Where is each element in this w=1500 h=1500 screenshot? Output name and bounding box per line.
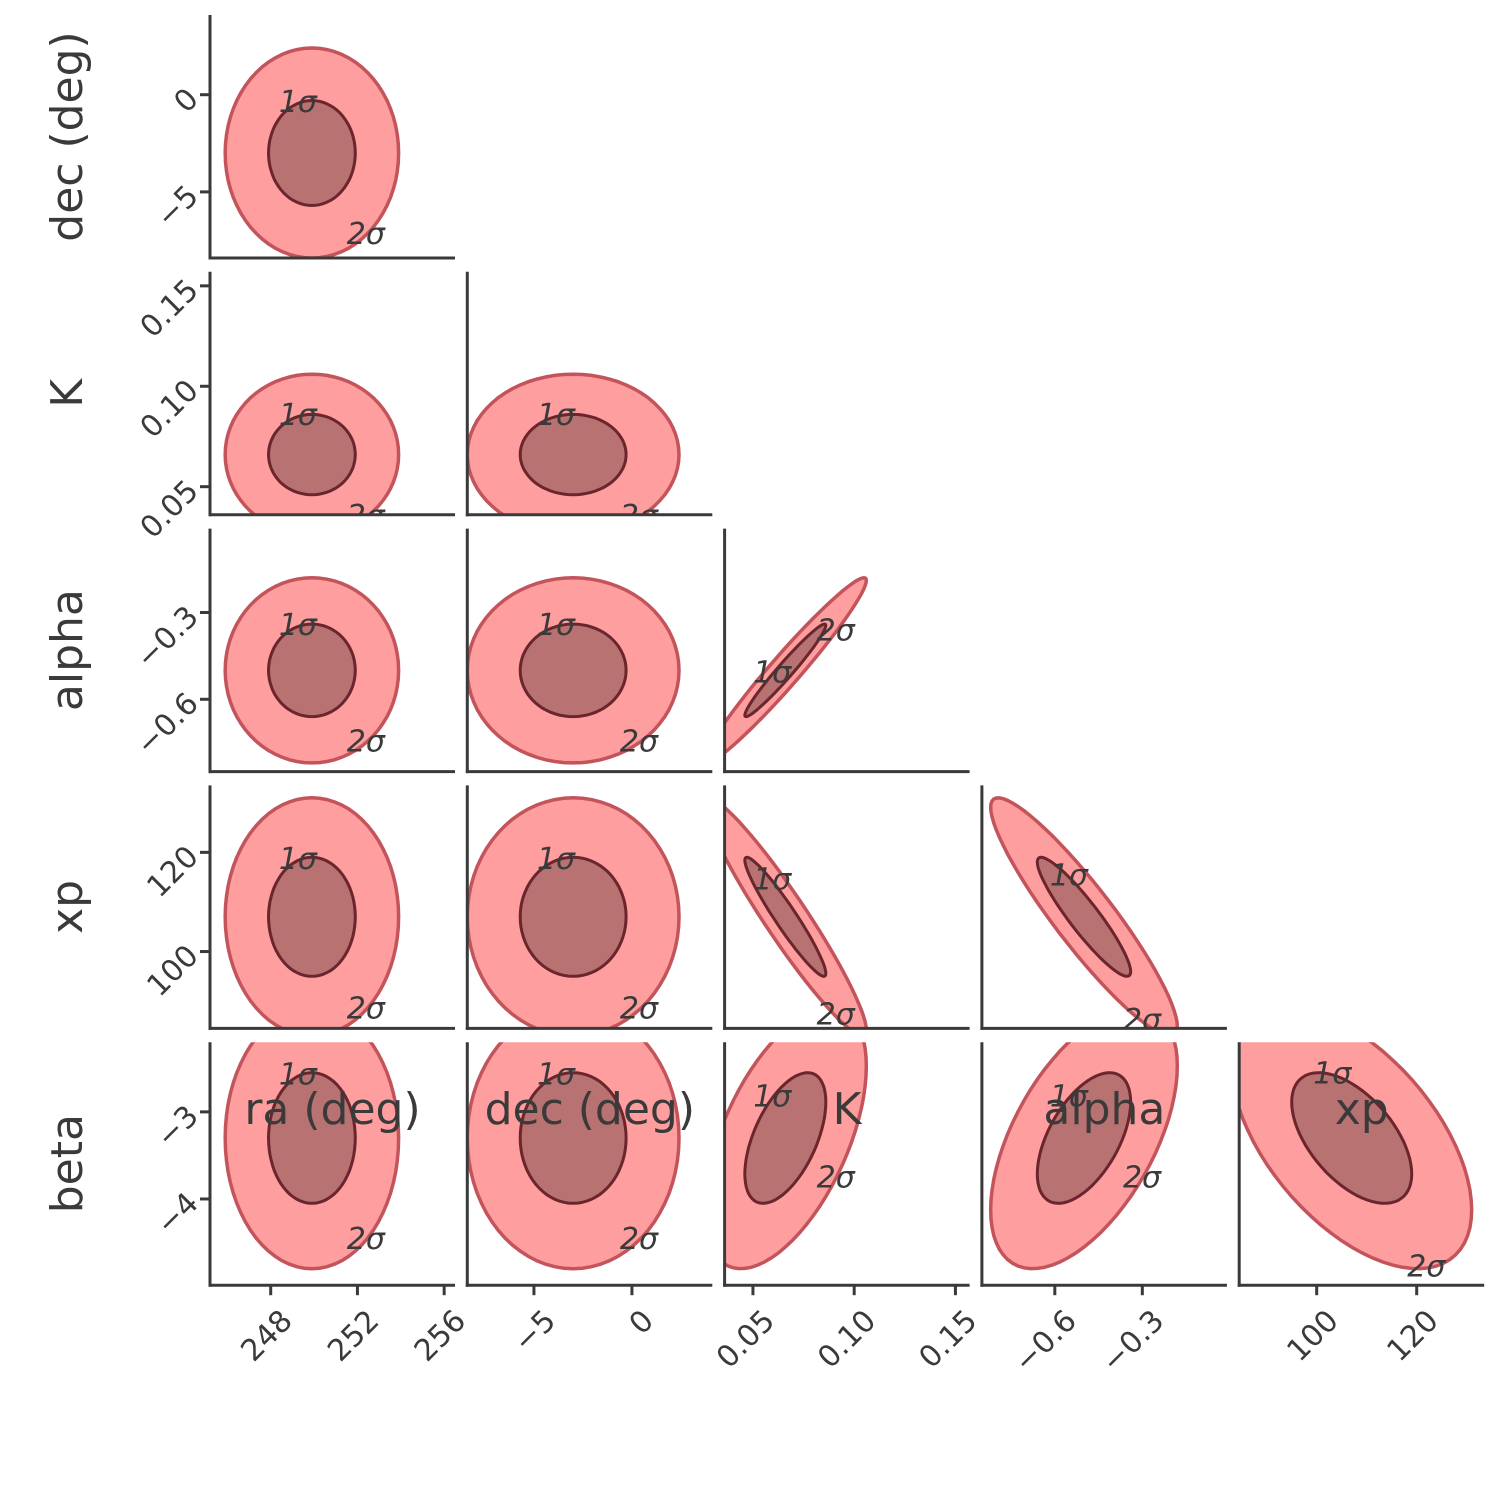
panel: 1σ 2σ — [724, 576, 869, 755]
y-tick-label: 0.10 — [134, 373, 206, 445]
y-axis-label: alpha — [42, 589, 93, 711]
contour-1sigma — [1290, 1071, 1414, 1205]
contour-1sigma — [266, 412, 357, 497]
x-tick-label: 256 — [408, 1303, 473, 1368]
y-tick-label: −0.6 — [129, 686, 205, 762]
level-label: 1σ — [537, 398, 576, 433]
panel: 1σ 2σ — [988, 1042, 1180, 1271]
panel: 1σ 2σ — [223, 372, 401, 534]
level-label: 2σ — [347, 724, 386, 759]
contour-1sigma — [743, 622, 828, 719]
y-tick-label: 0.15 — [134, 273, 206, 345]
level-label: 1σ — [537, 608, 576, 643]
y-tick-label: 0 — [167, 82, 205, 120]
x-axis-label: ra (deg) — [244, 1084, 420, 1135]
level-label: 2σ — [817, 998, 856, 1033]
level-label: 1σ — [1050, 1079, 1089, 1114]
contour-1sigma — [518, 855, 628, 978]
level-label: 2σ — [620, 1222, 659, 1257]
y-axis-label: dec (deg) — [42, 31, 93, 241]
contour-1sigma — [743, 1071, 828, 1205]
x-tick-label: 0 — [623, 1303, 661, 1341]
level-label: 2σ — [620, 724, 659, 759]
level-label: 1σ — [753, 862, 792, 897]
panel: 1σ 2σ — [223, 1042, 401, 1271]
level-label: 2σ — [1123, 1160, 1162, 1195]
panel: 1σ 2σ — [467, 576, 681, 765]
level-label: 2σ — [817, 1160, 856, 1195]
panel: 1σ 2σ — [467, 1042, 681, 1271]
panel: 1σ 2σ — [1239, 1042, 1474, 1285]
panel: 1σ 2σ — [223, 576, 401, 765]
y-axis-label: beta — [42, 1114, 93, 1213]
level-label: 2σ — [347, 1222, 386, 1257]
y-axis-label: K — [42, 378, 93, 408]
level-label: 2σ — [347, 217, 386, 252]
y-tick-label: −0.3 — [129, 599, 205, 675]
contour-1sigma — [266, 855, 357, 978]
panel: 1σ 2σ — [724, 805, 868, 1033]
x-tick-label: −5 — [507, 1303, 563, 1359]
level-label: 2σ — [1407, 1250, 1446, 1285]
level-label: 1σ — [279, 608, 318, 643]
level-label: 1σ — [279, 398, 318, 433]
level-label: 1σ — [279, 1058, 318, 1093]
x-tick-label: 0.10 — [811, 1303, 883, 1375]
y-tick-label: −3 — [150, 1099, 206, 1155]
x-tick-label: 0.15 — [912, 1303, 984, 1375]
panel: 1σ 2σ — [988, 796, 1180, 1038]
level-label: 2σ — [1123, 1003, 1162, 1038]
level-label: 1σ — [753, 1079, 792, 1114]
level-label: 1σ — [279, 85, 318, 120]
x-axis-label: xp — [1335, 1084, 1389, 1135]
level-label: 1σ — [279, 842, 318, 877]
x-tick-label: 120 — [1380, 1303, 1445, 1368]
x-axis-label: alpha — [1043, 1084, 1165, 1135]
x-tick-label: −0.3 — [1095, 1303, 1171, 1379]
level-label: 2σ — [817, 614, 856, 649]
level-label: 2σ — [620, 992, 659, 1027]
level-label: 2σ — [347, 499, 386, 534]
panel: 1σ 2σ — [223, 796, 401, 1029]
contour-1sigma — [518, 412, 628, 497]
x-tick-label: 100 — [1280, 1303, 1345, 1368]
level-label: 2σ — [620, 499, 659, 534]
x-tick-label: 252 — [321, 1303, 386, 1368]
x-tick-label: 0.05 — [710, 1303, 782, 1375]
y-tick-label: 120 — [140, 839, 205, 904]
y-tick-label: 0.05 — [134, 474, 206, 546]
level-label: 1σ — [1050, 859, 1089, 894]
level-label: 1σ — [753, 656, 792, 691]
y-tick-label: −5 — [150, 179, 206, 235]
panel: 1σ 2σ — [724, 1042, 869, 1271]
y-axis-label: xp — [42, 880, 93, 934]
level-label: 1σ — [537, 842, 576, 877]
panel: 1σ 2σ — [467, 796, 681, 1029]
level-label: 1σ — [1313, 1056, 1352, 1091]
x-tick-label: −0.6 — [1007, 1303, 1083, 1379]
x-tick-label: 248 — [234, 1303, 299, 1368]
contour-1sigma — [518, 1071, 628, 1205]
y-tick-label: 100 — [140, 938, 205, 1003]
contour-1sigma — [266, 98, 357, 208]
contour-1sigma — [266, 1071, 357, 1205]
contour-1sigma — [1035, 1071, 1133, 1205]
contour-1sigma — [743, 855, 828, 978]
y-tick-label: −4 — [150, 1186, 206, 1242]
panel: 1σ 2σ — [223, 46, 401, 258]
level-label: 2σ — [347, 992, 386, 1027]
contour-1sigma — [518, 622, 628, 719]
x-axis-label: dec (deg) — [485, 1084, 695, 1135]
level-label: 1σ — [537, 1058, 576, 1093]
panel: 1σ 2σ — [467, 372, 681, 534]
x-axis-label: K — [833, 1084, 863, 1135]
contour-1sigma — [266, 622, 357, 719]
contour-1sigma — [1035, 855, 1133, 978]
